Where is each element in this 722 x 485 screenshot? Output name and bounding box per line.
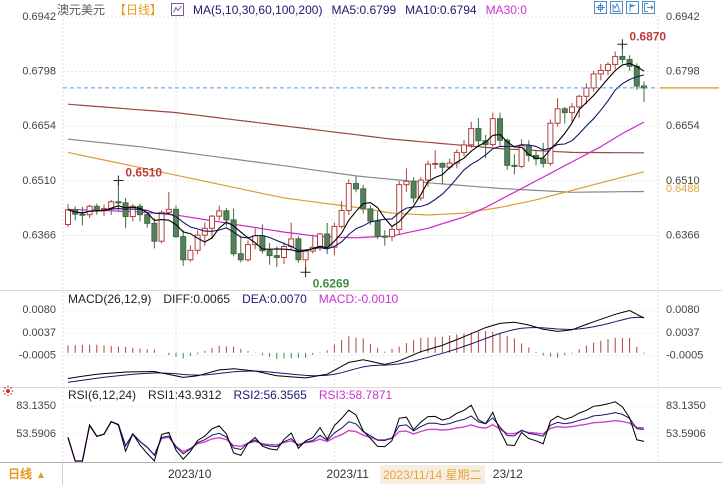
cursor-date-label: 2023/11/14 星期二 [380, 465, 485, 484]
rsi1-value-label: RSI1:43.9312 [148, 388, 222, 402]
panel-divider [0, 290, 722, 291]
svg-text:0.6366: 0.6366 [22, 229, 56, 241]
rsi-legend: RSI(6,12,24) RSI1:43.9312 RSI2:56.3565 R… [68, 388, 392, 402]
indicator-settings-icon[interactable] [2, 384, 14, 402]
svg-text:0.6654: 0.6654 [666, 120, 700, 132]
svg-text:0.6942: 0.6942 [666, 11, 700, 23]
symbol-title: 澳元美元 [57, 3, 106, 17]
svg-text:0.6510: 0.6510 [666, 175, 700, 187]
chart-toolbar [594, 1, 655, 14]
up-triangle-icon: ▲ [36, 470, 46, 481]
svg-text:-0.0005: -0.0005 [19, 349, 56, 361]
chart-legend: 澳元美元 【日线】 MA(5,10,30,60,100,200) MA5:0.6… [57, 1, 527, 18]
svg-text:53.5906: 53.5906 [666, 428, 706, 440]
svg-text:0.6269: 0.6269 [313, 276, 350, 290]
svg-text:0.6510: 0.6510 [125, 166, 162, 180]
rsi-title: RSI(6,12,24) [68, 388, 137, 402]
rsi2-value-label: RSI2:56.3565 [233, 388, 307, 402]
rsi3-value-label: RSI3:58.7871 [318, 388, 393, 402]
svg-text:0.6870: 0.6870 [629, 29, 666, 43]
timeframe-label: 日线 [8, 467, 33, 481]
macd-legend: MACD(26,12,9) DIFF:0.0065 DEA:0.0070 MAC… [68, 292, 398, 306]
ma5-value-label: MA5:0.6799 [331, 2, 397, 17]
svg-text:0.0037: 0.0037 [666, 327, 700, 339]
svg-text:-0.0005: -0.0005 [666, 349, 703, 361]
svg-text:83.1350: 83.1350 [16, 400, 56, 412]
ma10-value-label: MA10:0.6794 [405, 2, 477, 17]
ma-group-label: MA(5,10,30,60,100,200) [193, 2, 323, 17]
ma30-value-label: MA30:0 [485, 2, 527, 17]
svg-text:83.1350: 83.1350 [666, 400, 706, 412]
panel-divider [0, 387, 722, 388]
svg-text:53.5906: 53.5906 [16, 428, 56, 440]
svg-text:0.0080: 0.0080 [22, 304, 56, 316]
timeframe-tag: 【日线】 [114, 3, 163, 17]
chart-window-icon[interactable] [610, 1, 623, 14]
time-axis-bar: 日线 ▲ 2023/10 2023/11 23/12 2023/11/14 星期二 [0, 462, 722, 485]
macd-dea-label: DEA:0.0070 [242, 292, 307, 306]
svg-text:0.0080: 0.0080 [666, 304, 700, 316]
svg-text:0.6942: 0.6942 [22, 11, 56, 23]
macd-diff-label: DIFF:0.0065 [163, 292, 231, 306]
svg-text:0.6798: 0.6798 [22, 66, 56, 78]
crosshair-icon[interactable] [594, 1, 607, 14]
timeframe-selector[interactable]: 日线 ▲ [0, 463, 63, 485]
date-tick-label: 23/12 [492, 467, 523, 481]
svg-text:0.0037: 0.0037 [22, 327, 56, 339]
exit-panel-icon[interactable] [642, 1, 655, 14]
svg-text:0.6366: 0.6366 [666, 229, 700, 241]
macd-title: MACD(26,12,9) [68, 292, 152, 306]
macd-value-label: MACD:-0.0010 [318, 292, 399, 306]
svg-text:0.6798: 0.6798 [666, 66, 700, 78]
zigzag-chart-icon [171, 3, 185, 16]
date-tick-label: 2023/10 [168, 467, 212, 481]
flag-chart-icon[interactable] [626, 1, 639, 14]
date-tick-label: 2023/11 [326, 467, 369, 481]
svg-text:0.6488: 0.6488 [666, 183, 700, 195]
svg-text:0.6510: 0.6510 [22, 175, 56, 187]
svg-text:0.6654: 0.6654 [22, 120, 56, 132]
